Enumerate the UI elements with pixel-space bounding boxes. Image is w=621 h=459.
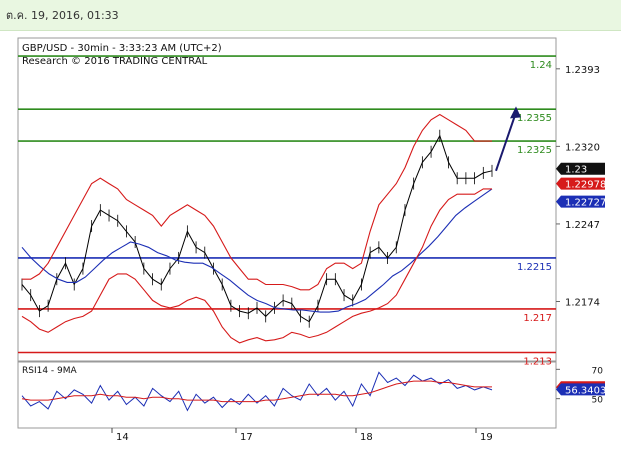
series-group — [21, 106, 521, 344]
level-label-5: 1.213 — [523, 357, 552, 368]
timestamp: ต.ค. 19, 2016, 01:33 — [6, 9, 119, 22]
level-label-4: 1.217 — [523, 313, 552, 324]
rsi-series-rsi-ma — [21, 380, 492, 403]
price-tick-label-0: 1.2393 — [565, 65, 600, 76]
axis-group: 1.2393 1.2320 1.2247 1.2174 70 50 14 17 18 19 — [111, 65, 604, 443]
price-tick-label-1: 1.2320 — [565, 142, 600, 153]
level-label-3: 1.2215 — [517, 262, 552, 273]
levels-group: 1.24 1.2355 1.2325 1.2215 1.217 1.213 — [18, 55, 556, 368]
x-tick-label-2: 18 — [360, 432, 373, 443]
x-tick-label-3: 19 — [480, 432, 493, 443]
forecast-arrow-head — [510, 106, 521, 119]
rsi-tick-label-1: 50 — [592, 396, 604, 406]
series-bollinger-upper — [22, 113, 492, 291]
chart-subtitle: Research © 2016 TRADING CENTRAL — [22, 56, 208, 67]
x-tick-label-0: 14 — [116, 432, 129, 443]
chart-title: GBP/USD - 30min - 3:33:23 AM (UTC+2) — [22, 43, 222, 54]
series-bollinger-lower — [21, 188, 492, 344]
level-label-0: 1.24 — [530, 60, 552, 71]
price-tag-label-2: 1.22727 — [565, 198, 606, 209]
price-tick-label-2: 1.2247 — [565, 220, 600, 231]
price-tag-bg-2 — [556, 195, 605, 208]
forecast-arrow-line — [495, 112, 517, 172]
level-label-2: 1.2325 — [517, 145, 552, 156]
rsi-group — [21, 371, 493, 412]
timestamp-bar: ต.ค. 19, 2016, 01:33 — [0, 0, 621, 31]
price-tag-label-1: 1.22978 — [565, 180, 606, 191]
x-tick-label-1: 17 — [240, 432, 253, 443]
price-tag-bg-1 — [556, 177, 605, 190]
series-ma — [21, 188, 493, 313]
level-label-1: 1.2355 — [517, 113, 552, 124]
price-tag-bg-0 — [556, 162, 605, 175]
rsi-tag-label-1: 56.3403 — [565, 385, 606, 396]
rsi-tick-label-0: 70 — [592, 366, 604, 376]
price-tag-label-0: 1.23 — [565, 165, 587, 176]
rsi-series-rsi — [21, 371, 493, 412]
price-panel — [17, 37, 557, 362]
rsi-label: RSI14 - 9MA — [22, 366, 78, 376]
price-tick-label-3: 1.2174 — [565, 298, 600, 309]
rsi-tag-bg-1 — [556, 383, 605, 396]
